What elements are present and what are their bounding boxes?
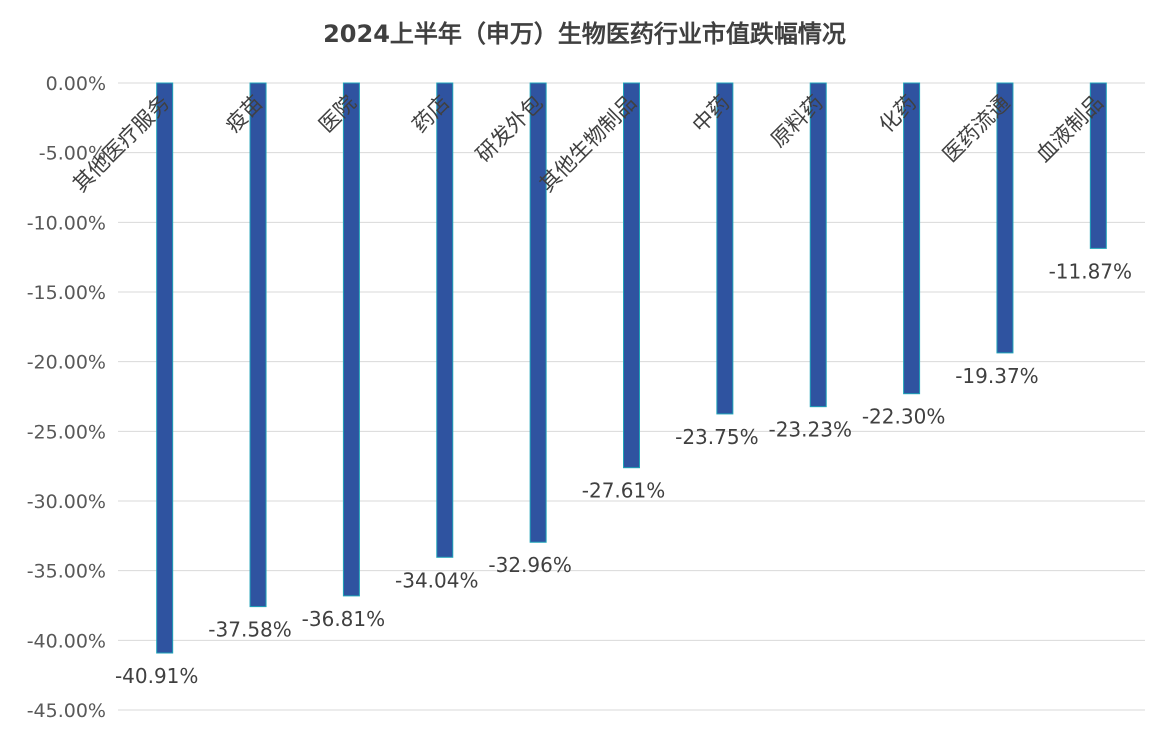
data-label: -23.75% [675, 425, 758, 449]
bar [903, 82, 921, 395]
bar [156, 82, 174, 654]
data-label: -23.23% [768, 418, 851, 442]
y-tick-label: -40.00% [27, 630, 106, 652]
bar [809, 82, 827, 408]
data-label: -37.58% [208, 618, 291, 642]
y-tick-label: -10.00% [27, 212, 106, 234]
data-label: -19.37% [955, 364, 1038, 388]
bars [156, 82, 1107, 654]
data-label: -36.81% [302, 607, 385, 631]
bar [623, 82, 640, 469]
chart-title: 2024上半年（申万）生物医药行业市值跌幅情况 [323, 20, 846, 48]
data-label: -40.91% [115, 664, 198, 688]
bar [529, 82, 547, 543]
y-tick-label: 0.00% [46, 73, 106, 95]
data-labels: -40.91% -37.58% -36.81% -34.04% -32.96% -27.6… [115, 259, 1132, 688]
bar [716, 82, 734, 415]
bar [996, 82, 1014, 354]
bar [436, 82, 454, 558]
bar [342, 82, 360, 597]
bar [249, 82, 267, 608]
y-tick-label: -45.00% [27, 700, 106, 722]
data-label: -11.87% [1049, 259, 1132, 283]
y-tick-label: -15.00% [27, 282, 106, 304]
y-tick-label: -35.00% [27, 561, 106, 583]
y-tick-label: -20.00% [27, 352, 106, 374]
y-tick-label: -25.00% [27, 421, 106, 443]
data-label: -27.61% [582, 479, 665, 503]
y-tick-label: -5.00% [39, 143, 106, 165]
y-tick-label: -30.00% [27, 491, 106, 513]
data-label: -32.96% [488, 553, 571, 577]
bar [1089, 82, 1107, 249]
y-axis-ticks: 0.00% -5.00% -10.00% -15.00% -20.00% -25.00% -… [27, 73, 106, 722]
data-label: -22.30% [862, 405, 945, 429]
data-label: -34.04% [395, 568, 478, 592]
